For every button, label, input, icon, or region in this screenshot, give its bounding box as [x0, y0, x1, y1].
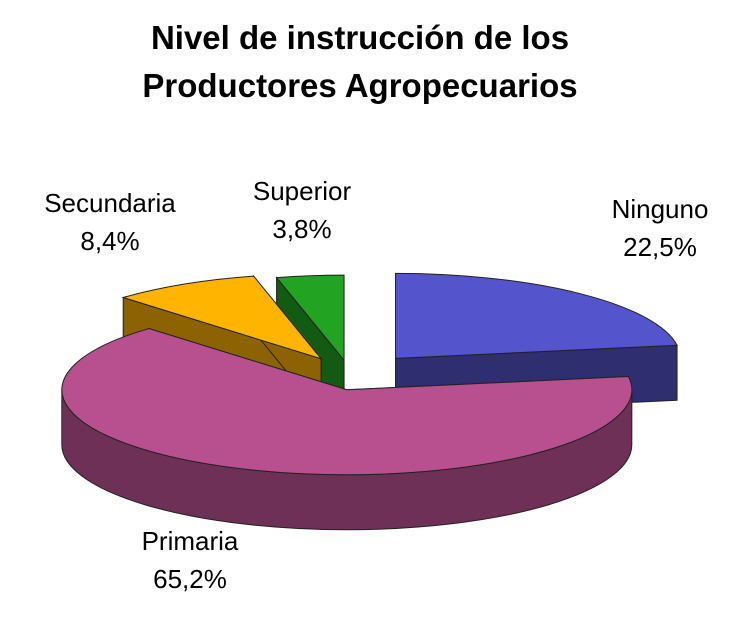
value-label: 22,5% [623, 232, 697, 262]
slice [121, 275, 323, 360]
value-label: 65,2% [153, 564, 227, 594]
slice-label: Primaria [142, 526, 239, 556]
slice [394, 272, 678, 359]
value-label: 8,4% [80, 226, 139, 256]
slice-label: Secundaria [44, 188, 176, 218]
slice [61, 328, 633, 476]
value-label: 3,8% [272, 214, 331, 244]
slice-label: Superior [253, 176, 352, 206]
slice-label: Ninguno [612, 194, 709, 224]
slice [275, 274, 345, 362]
chart-title: Nivel de instrucción de los Productores … [142, 19, 578, 104]
